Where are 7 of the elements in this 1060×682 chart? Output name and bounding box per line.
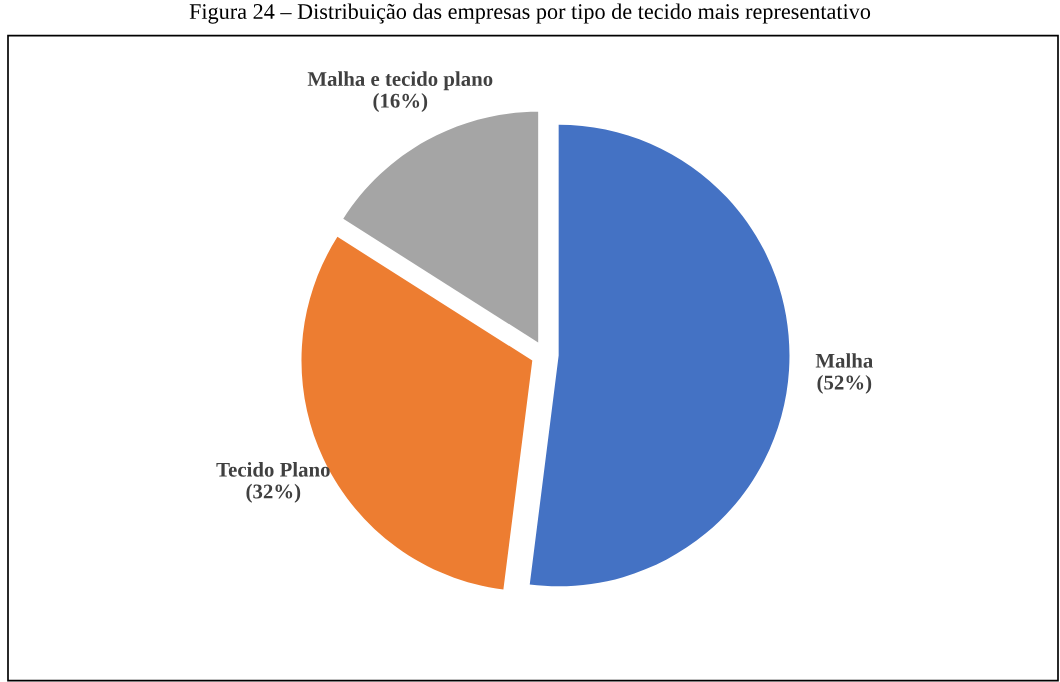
data-label: (16%) bbox=[373, 93, 428, 113]
data-label: (52%) bbox=[817, 374, 872, 394]
slice-label: Malha e tecido plano bbox=[307, 71, 493, 91]
slice-label: Malha bbox=[815, 353, 873, 368]
chart-title: Figura 24 – Distribuição das empresas por tipo de tecido mais representativo bbox=[189, 3, 871, 24]
slice-label: Tecido Plano bbox=[216, 462, 330, 477]
data-label: (32%) bbox=[246, 483, 301, 503]
